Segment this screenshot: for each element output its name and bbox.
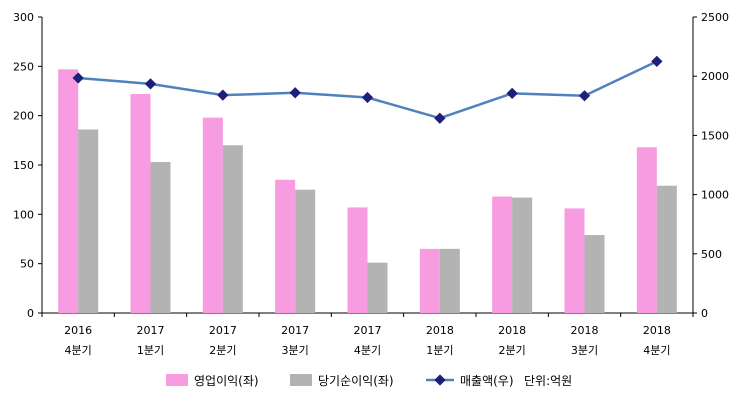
- y-right-tick-label: 1500: [701, 129, 729, 142]
- x-tick-label-year: 2017: [137, 324, 165, 337]
- x-tick-label-quarter: 3분기: [571, 344, 598, 357]
- y-right-tick-label: 1000: [701, 189, 729, 202]
- point-revenue: [578, 90, 591, 102]
- legend-label-operating-profit: 영업이익(좌): [194, 374, 259, 388]
- bar-net-income: [439, 248, 460, 313]
- y-left-tick-label: 250: [13, 60, 34, 73]
- bar-net-income: [295, 189, 316, 313]
- x-tick-label-year: 2018: [571, 324, 599, 337]
- chart-line: [72, 55, 663, 124]
- bar-net-income: [150, 162, 171, 313]
- unit-note: 단위:억원: [524, 374, 572, 388]
- x-tick-label-quarter: 1분기: [426, 344, 453, 357]
- point-revenue: [434, 112, 446, 124]
- point-revenue: [361, 91, 374, 104]
- x-tick-label-year: 2017: [281, 324, 309, 337]
- x-tick-label-year: 2018: [426, 324, 454, 337]
- y-right-tick-label: 500: [701, 248, 722, 261]
- bar-net-income: [222, 145, 243, 313]
- x-tick-label-quarter: 3분기: [282, 344, 309, 357]
- x-tick-label-quarter: 2분기: [209, 344, 236, 357]
- legend-swatch-operating-profit: [166, 374, 188, 386]
- y-right-tick-label: 2000: [701, 70, 729, 83]
- point-revenue: [144, 78, 157, 90]
- bar-net-income: [584, 235, 605, 313]
- point-revenue: [289, 87, 301, 99]
- x-tick-label-quarter: 2분기: [499, 344, 526, 357]
- bar-net-income: [78, 129, 99, 313]
- y-left-tick-label: 200: [13, 110, 34, 123]
- y-right-tick-label: 2500: [701, 11, 729, 24]
- legend-marker-revenue: [434, 374, 446, 386]
- bar-operating-profit: [275, 179, 296, 313]
- y-left-tick-label: 50: [20, 258, 34, 271]
- x-tick-label-year: 2016: [64, 324, 92, 337]
- point-revenue: [506, 87, 518, 100]
- x-axis-labels: 2016 4분기 2017 1분기 2017 2분기 2017 3분기 2017 4분기 2018 1…: [64, 324, 671, 357]
- legend: 영업이익(좌) 당기순이익(좌) 매출액(우) 단위:억원: [166, 374, 572, 388]
- bar-operating-profit: [58, 69, 79, 313]
- x-tick-label-year: 2018: [498, 324, 526, 337]
- legend-swatch-net-income: [290, 374, 312, 386]
- x-tick-label-year: 2017: [354, 324, 382, 337]
- line-revenue: [78, 60, 658, 120]
- bar-net-income: [656, 185, 677, 313]
- legend-label-net-income: 당기순이익(좌): [318, 374, 394, 388]
- y-right-tick-label: 0: [701, 307, 708, 320]
- x-tick-label-quarter: 4분기: [354, 344, 381, 357]
- x-tick-label-quarter: 4분기: [643, 344, 670, 357]
- chart-bars: [58, 69, 677, 314]
- y-left-tick-label: 100: [13, 208, 34, 221]
- legend-label-revenue: 매출액(우): [460, 374, 514, 388]
- y-left-tick-label: 300: [13, 11, 34, 24]
- y-left-tick-label: 150: [13, 159, 34, 172]
- point-revenue: [651, 55, 663, 68]
- bar-net-income: [512, 197, 533, 313]
- x-tick-label-quarter: 4분기: [65, 344, 92, 357]
- y-left-tick-label: 0: [27, 307, 34, 320]
- bar-operating-profit: [636, 147, 657, 313]
- x-tick-label-quarter: 1분기: [137, 344, 164, 357]
- bar-operating-profit: [347, 207, 368, 313]
- bar-operating-profit: [492, 196, 513, 313]
- bar-operating-profit: [130, 93, 151, 314]
- bar-operating-profit: [564, 208, 585, 313]
- point-revenue: [217, 89, 229, 101]
- bar-operating-profit: [202, 117, 223, 313]
- x-tick-label-year: 2018: [643, 324, 671, 337]
- bar-net-income: [367, 262, 388, 313]
- bar-operating-profit: [419, 248, 440, 313]
- x-tick-label-year: 2017: [209, 324, 237, 337]
